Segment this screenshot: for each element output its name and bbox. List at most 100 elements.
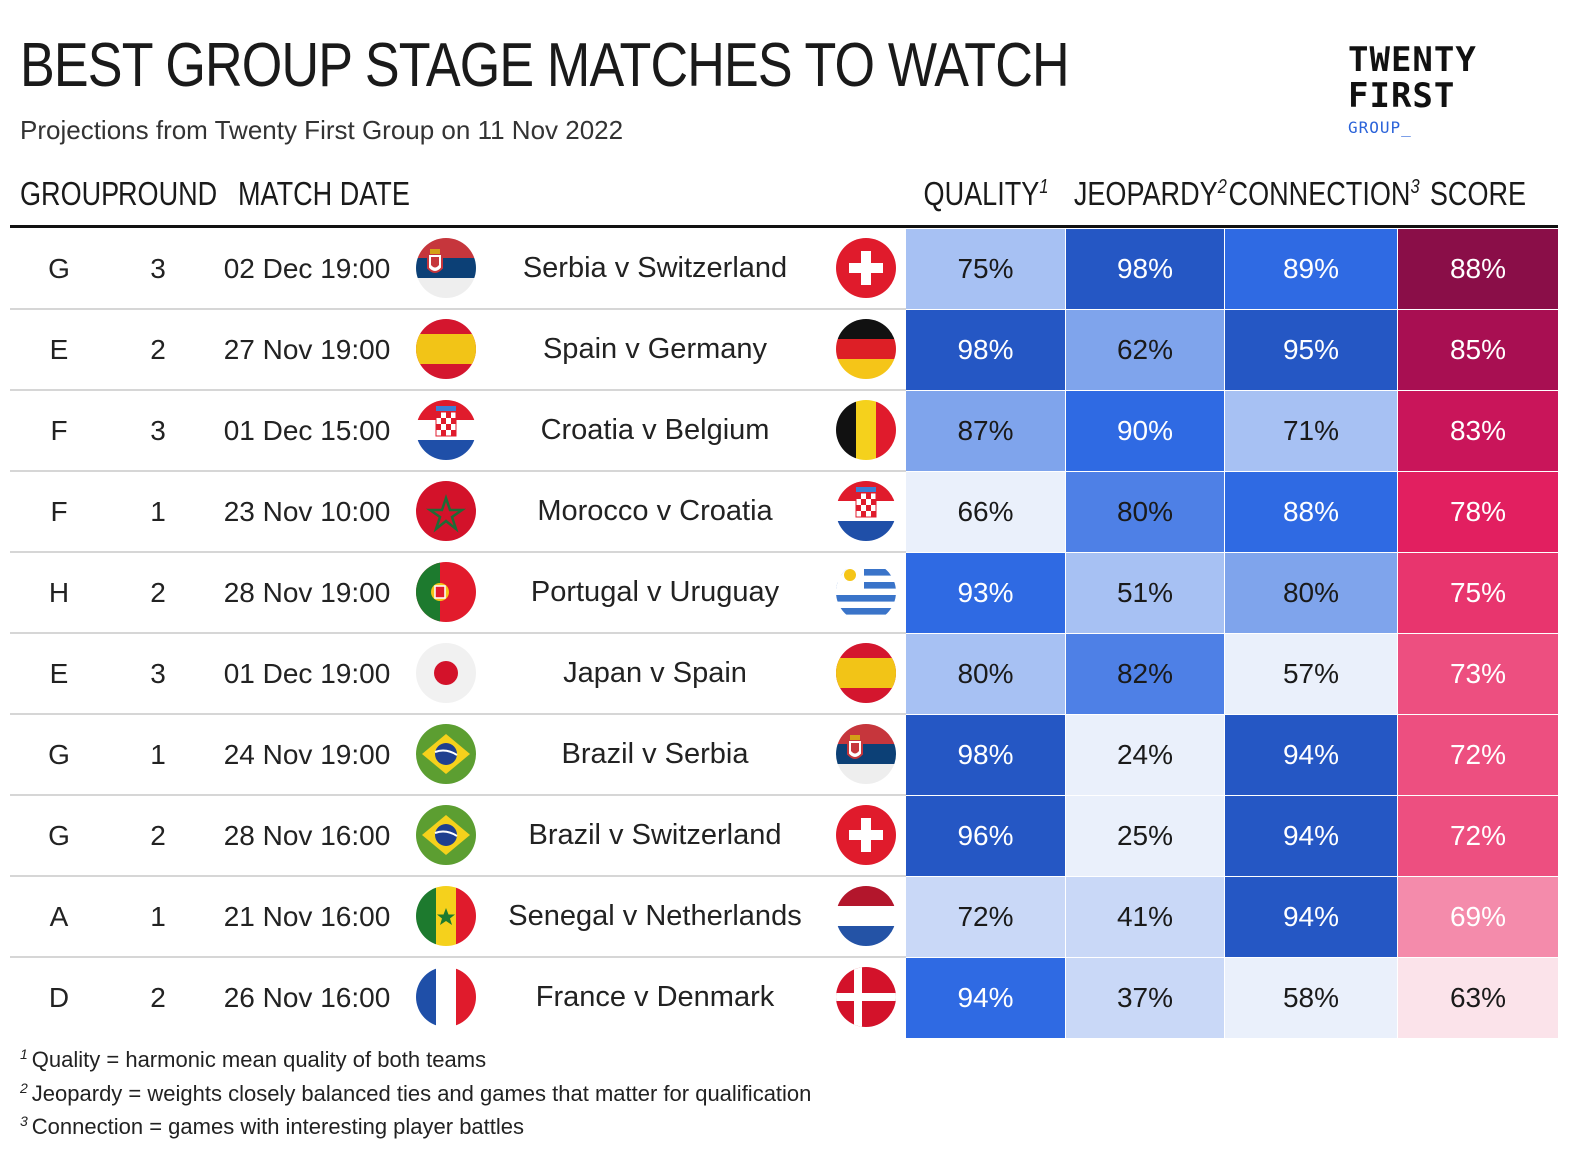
- footnote-3: 3 Connection = games with interesting pla…: [20, 1110, 811, 1144]
- france-flag-icon: [416, 967, 476, 1027]
- table-row: F 3 01 Dec 15:00 Croatia v Belgium 87% 90% 71%…: [0, 391, 1570, 472]
- cell-round: 1: [150, 739, 166, 770]
- header-rule: [10, 225, 1558, 228]
- header-connection-label: CONNECTION: [1228, 175, 1411, 212]
- uruguay-flag-icon: [836, 562, 896, 622]
- serbia-flag-icon: [416, 238, 476, 298]
- cell-match-date: 23 Nov 10:00: [223, 496, 391, 527]
- portugal-flag-icon: [416, 562, 476, 622]
- cell-jeopardy: 51%: [1066, 553, 1224, 633]
- cell-match-date: 02 Dec 19:00: [223, 253, 391, 284]
- logo-line-3: GROUP_: [1348, 118, 1412, 137]
- cell-match-date: 27 Nov 19:00: [223, 334, 391, 365]
- cell-round: 3: [150, 658, 166, 689]
- row-separator: [10, 875, 906, 877]
- twenty-first-group-logo: TWENTY FIRST GROUP_: [1348, 42, 1477, 137]
- cell-connection: 94%: [1225, 796, 1397, 876]
- cell-connection: 80%: [1225, 553, 1397, 633]
- cell-group: E: [49, 334, 69, 365]
- cell-round: 2: [150, 820, 166, 851]
- serbia-flag-icon: [836, 724, 896, 784]
- cell-match: Croatia v Belgium: [540, 414, 770, 446]
- cell-match: Brazil v Serbia: [561, 738, 749, 770]
- cell-round: 3: [150, 253, 166, 284]
- table-row: F 1 23 Nov 10:00 Morocco v Croatia 66% 80% 88%…: [0, 472, 1570, 553]
- table-row: G 2 28 Nov 16:00 Brazil v Switzerland 96% 25%…: [0, 796, 1570, 877]
- cell-score: 73%: [1398, 634, 1558, 714]
- germany-flag-icon: [836, 319, 896, 379]
- cell-connection: 94%: [1225, 877, 1397, 957]
- header-round: ROUND: [118, 175, 218, 212]
- page-title: BEST GROUP STAGE MATCHES TO WATCH: [20, 31, 1070, 100]
- cell-group: G: [48, 253, 70, 284]
- cell-quality: 75%: [906, 229, 1065, 309]
- cell-connection: 88%: [1225, 472, 1397, 552]
- cell-quality: 72%: [906, 877, 1065, 957]
- switzerland-flag-icon: [836, 805, 896, 865]
- netherlands-flag-icon: [836, 886, 896, 946]
- footnote-1-text: Quality = harmonic mean quality of both …: [31, 1047, 487, 1072]
- cell-group: G: [48, 820, 70, 851]
- row-separator: [10, 308, 906, 310]
- header-group: GROUP: [20, 175, 120, 212]
- cell-jeopardy: 25%: [1066, 796, 1224, 876]
- cell-quality: 98%: [906, 715, 1065, 795]
- cell-match: Spain v Germany: [542, 333, 768, 365]
- footnote-2: 2 Jeopardy = weights closely balanced tie…: [20, 1077, 811, 1111]
- table-row: G 3 02 Dec 19:00 Serbia v Switzerland 75% 98%…: [0, 229, 1570, 310]
- footnote-2-sup: 2: [20, 1079, 28, 1096]
- cell-score: 72%: [1398, 715, 1558, 795]
- cell-quality: 87%: [906, 391, 1065, 471]
- table-row: E 2 27 Nov 19:00 Spain v Germany 98% 62% 95% 85…: [0, 310, 1570, 391]
- cell-group: E: [49, 658, 69, 689]
- cell-round: 2: [150, 982, 166, 1013]
- cell-round: 3: [150, 415, 166, 446]
- header-match-date: MATCH DATE: [238, 175, 410, 212]
- header-quality-label: QUALITY: [923, 175, 1040, 212]
- cell-score: 83%: [1398, 391, 1558, 471]
- logo-line-2: FIRST: [1348, 76, 1456, 116]
- cell-score: 69%: [1398, 877, 1558, 957]
- cell-connection: 58%: [1225, 958, 1397, 1038]
- cell-match: Senegal v Netherlands: [508, 900, 802, 932]
- morocco-flag-icon: [416, 481, 476, 541]
- cell-score: 78%: [1398, 472, 1558, 552]
- header-jeopardy-label: JEOPARDY: [1073, 175, 1218, 212]
- brazil-flag-icon: [416, 724, 476, 784]
- table-row: A 1 21 Nov 16:00 Senegal v Netherlands 72% 41…: [0, 877, 1570, 958]
- footnote-1: 1 Quality = harmonic mean quality of both…: [20, 1043, 811, 1077]
- cell-round: 2: [150, 334, 166, 365]
- belgium-flag-icon: [836, 400, 896, 460]
- senegal-flag-icon: [416, 886, 476, 946]
- cell-round: 1: [150, 901, 166, 932]
- japan-flag-icon: [416, 643, 476, 703]
- cell-quality: 94%: [906, 958, 1065, 1038]
- cell-group: G: [48, 739, 70, 770]
- row-separator: [10, 794, 906, 796]
- cell-quality: 96%: [906, 796, 1065, 876]
- spain-flag-icon: [836, 643, 896, 703]
- row-separator: [10, 389, 906, 391]
- table-row: E 3 01 Dec 19:00 Japan v Spain 80% 82% 57% 73%: [0, 634, 1570, 715]
- denmark-flag-icon: [836, 967, 896, 1027]
- cell-jeopardy: 62%: [1066, 310, 1224, 390]
- cell-jeopardy: 90%: [1066, 391, 1224, 471]
- row-separator: [10, 713, 906, 715]
- cell-match: Brazil v Switzerland: [528, 819, 782, 851]
- footnote-3-text: Connection = games with interesting play…: [31, 1114, 525, 1139]
- cell-jeopardy: 24%: [1066, 715, 1224, 795]
- row-separator: [10, 551, 906, 553]
- header-score: SCORE: [1429, 175, 1527, 212]
- cell-round: 2: [150, 577, 166, 608]
- table-row: H 2 28 Nov 19:00 Portugal v Uruguay 93% 51% 80…: [0, 553, 1570, 634]
- footnote-3-sup: 3: [20, 1113, 28, 1129]
- cell-match: Serbia v Switzerland: [522, 252, 788, 284]
- cell-connection: 95%: [1225, 310, 1397, 390]
- cell-quality: 80%: [906, 634, 1065, 714]
- table-row: G 1 24 Nov 19:00 Brazil v Serbia 98% 24% 94% 72…: [0, 715, 1570, 796]
- croatia-flag-icon: [416, 400, 476, 460]
- brazil-flag-icon: [416, 805, 476, 865]
- header-jeopardy: JEOPARDY2: [1073, 172, 1227, 216]
- cell-match: Morocco v Croatia: [537, 495, 773, 527]
- header-connection: CONNECTION3: [1229, 172, 1420, 216]
